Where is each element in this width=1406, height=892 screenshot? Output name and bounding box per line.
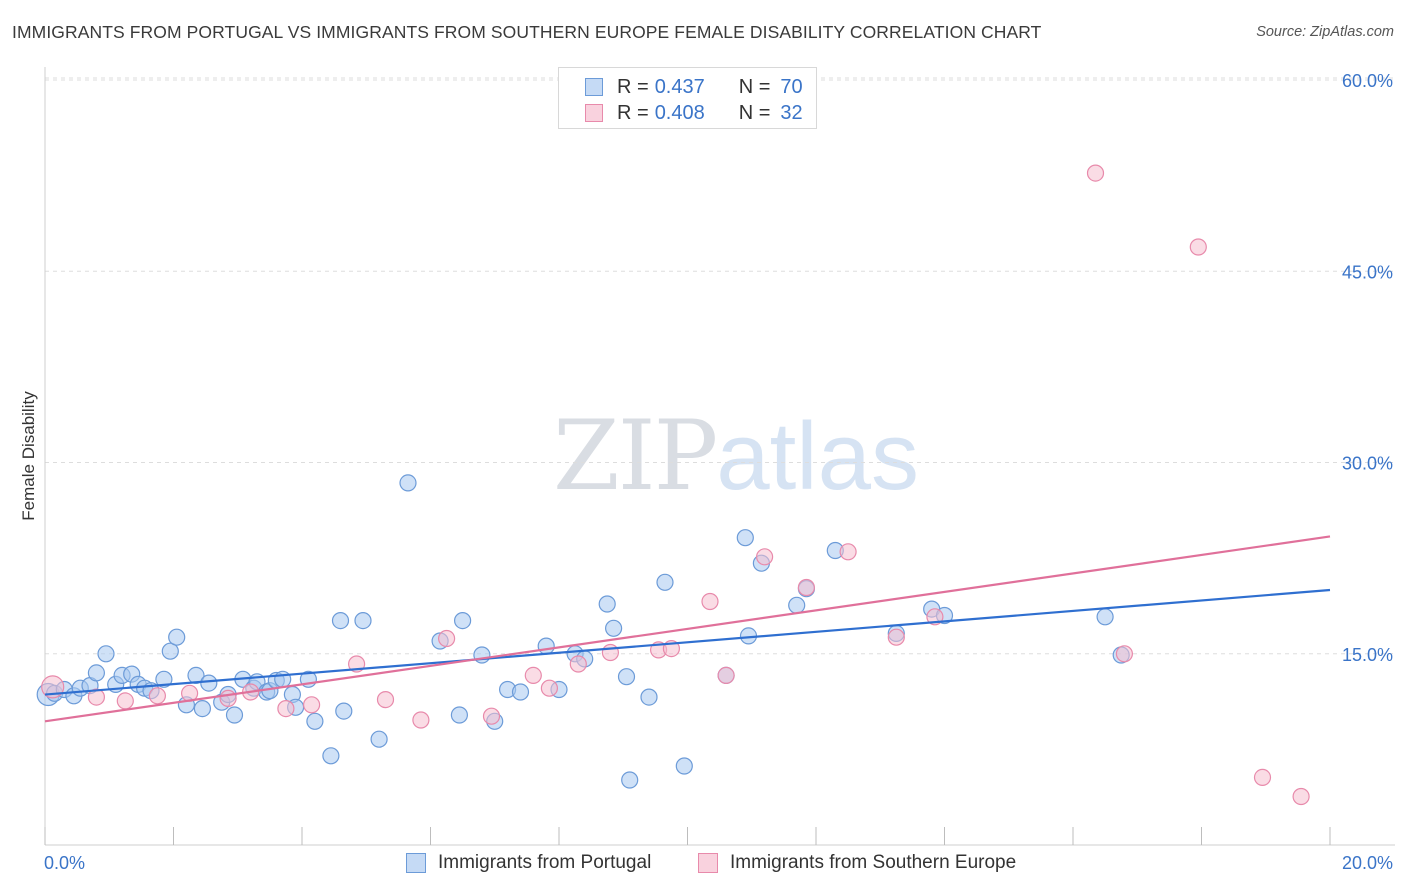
legend-item-southern-europe[interactable]: Immigrants from Southern Europe bbox=[698, 852, 1016, 874]
r-value: 0.408 bbox=[654, 101, 705, 124]
point-portugal bbox=[97, 645, 115, 663]
stats-legend-row-portugal: R = 0.437 N = 70 bbox=[585, 75, 803, 99]
point-portugal bbox=[473, 646, 491, 664]
point-portugal bbox=[225, 706, 244, 724]
point-portugal bbox=[736, 529, 754, 547]
point-southern-europe bbox=[148, 687, 166, 705]
point-southern-europe bbox=[116, 692, 134, 710]
point-southern-europe bbox=[1086, 164, 1105, 182]
n-label: N = bbox=[738, 75, 771, 98]
n-value: 70 bbox=[780, 75, 803, 98]
n-value: 32 bbox=[780, 101, 803, 124]
point-southern-europe bbox=[482, 707, 501, 725]
point-portugal bbox=[354, 611, 372, 630]
point-southern-europe bbox=[1115, 645, 1134, 663]
x-tick-label-max: 20.0% bbox=[1342, 853, 1393, 873]
portugal-swatch bbox=[585, 78, 603, 96]
point-portugal bbox=[621, 771, 639, 789]
point-portugal bbox=[331, 611, 350, 630]
x-tick-label-min: 0.0% bbox=[44, 853, 85, 873]
point-southern-europe bbox=[1292, 787, 1310, 806]
point-portugal bbox=[335, 702, 353, 720]
point-southern-europe bbox=[524, 666, 542, 685]
legend-label-portugal: Immigrants from Portugal bbox=[438, 852, 652, 873]
point-portugal bbox=[155, 670, 173, 688]
point-portugal bbox=[617, 668, 636, 686]
southern-europe-swatch bbox=[585, 104, 603, 122]
point-portugal bbox=[193, 699, 211, 718]
axes bbox=[44, 67, 1395, 846]
point-portugal bbox=[450, 706, 468, 724]
point-portugal bbox=[511, 683, 530, 701]
stats-legend: R = 0.437 N = 70 R = 0.408 N = 32 bbox=[558, 67, 817, 129]
y-tick-label: 30.0% bbox=[1342, 454, 1393, 474]
point-southern-europe bbox=[839, 543, 857, 561]
point-portugal bbox=[598, 595, 616, 613]
point-portugal bbox=[675, 757, 693, 775]
y-axis-title: Female Disability bbox=[19, 391, 38, 521]
series-legend: Immigrants from Portugal Immigrants from… bbox=[0, 852, 1406, 878]
point-portugal bbox=[187, 666, 205, 685]
point-portugal bbox=[306, 712, 324, 730]
source-credit: Source: ZipAtlas.com bbox=[1256, 24, 1394, 40]
trend-line-portugal bbox=[44, 588, 1331, 696]
point-portugal bbox=[640, 688, 658, 706]
point-southern-europe bbox=[87, 688, 106, 706]
point-southern-europe bbox=[412, 711, 430, 729]
point-portugal bbox=[200, 674, 218, 692]
point-southern-europe bbox=[569, 655, 587, 673]
point-southern-europe bbox=[717, 666, 735, 685]
point-southern-europe bbox=[797, 578, 816, 597]
point-portugal bbox=[399, 474, 417, 492]
point-southern-europe bbox=[755, 548, 774, 566]
southern-europe-legend-swatch bbox=[698, 853, 718, 873]
trend-lines bbox=[44, 535, 1331, 723]
trend-line-southern-europe bbox=[44, 535, 1331, 723]
point-portugal bbox=[656, 573, 674, 591]
point-southern-europe bbox=[540, 679, 559, 697]
point-portugal bbox=[604, 619, 623, 637]
y-tick-label: 60.0% bbox=[1342, 71, 1393, 91]
point-southern-europe bbox=[887, 628, 905, 646]
point-portugal bbox=[370, 730, 388, 748]
point-southern-europe bbox=[376, 690, 395, 709]
point-portugal bbox=[454, 611, 472, 630]
n-label: N = bbox=[738, 101, 771, 124]
point-southern-europe bbox=[438, 629, 456, 648]
legend-item-portugal[interactable]: Immigrants from Portugal bbox=[406, 852, 651, 874]
chart-title: IMMIGRANTS FROM PORTUGAL VS IMMIGRANTS F… bbox=[12, 22, 1042, 42]
point-southern-europe bbox=[701, 592, 719, 611]
y-tick-label: 45.0% bbox=[1342, 262, 1393, 282]
point-portugal bbox=[87, 664, 106, 682]
point-southern-europe bbox=[303, 696, 321, 714]
point-southern-europe bbox=[277, 699, 295, 718]
point-portugal bbox=[788, 596, 806, 614]
point-portugal bbox=[322, 747, 340, 765]
point-southern-europe bbox=[219, 689, 237, 708]
r-label: R = bbox=[617, 101, 649, 124]
point-portugal bbox=[1096, 608, 1114, 626]
point-portugal bbox=[537, 637, 555, 655]
portugal-legend-swatch bbox=[406, 853, 426, 873]
y-tick-label: 15.0% bbox=[1342, 645, 1393, 665]
legend-label-southern-europe: Immigrants from Southern Europe bbox=[730, 852, 1017, 873]
point-southern-europe bbox=[1253, 768, 1272, 787]
point-southern-europe bbox=[601, 643, 620, 662]
gridlines bbox=[45, 77, 1395, 655]
r-label: R = bbox=[617, 75, 649, 98]
axis-labels: 15.0% 30.0% 45.0% 60.0% 0.0% 20.0% Female Disa… bbox=[19, 71, 1393, 873]
point-portugal bbox=[168, 628, 186, 646]
r-value: 0.437 bbox=[654, 75, 705, 98]
stats-legend-row-southern-europe: R = 0.408 N = 32 bbox=[585, 101, 803, 125]
data-points bbox=[36, 164, 1310, 806]
point-portugal bbox=[161, 642, 179, 660]
point-southern-europe bbox=[1189, 238, 1207, 256]
